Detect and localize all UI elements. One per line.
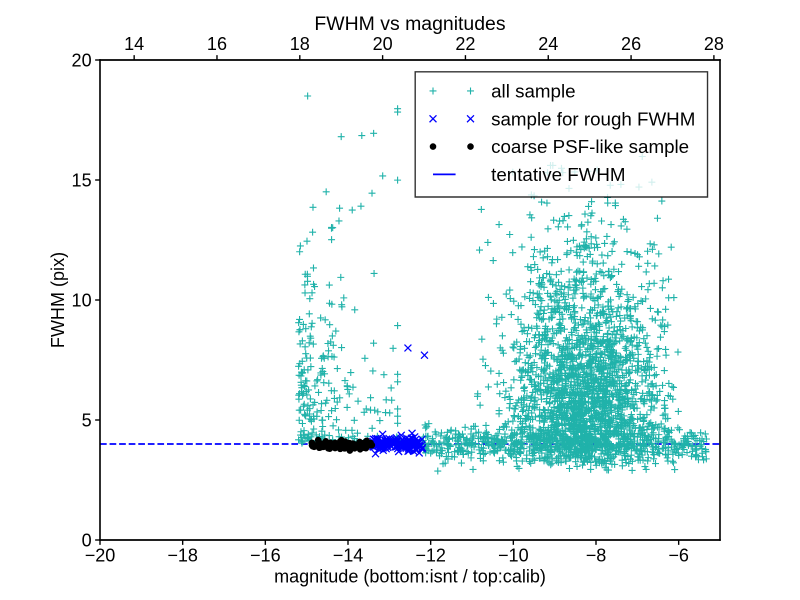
svg-text:10: 10	[72, 291, 92, 311]
svg-text:28: 28	[704, 34, 724, 54]
svg-text:−14: −14	[333, 545, 364, 565]
svg-text:20: 20	[373, 34, 393, 54]
svg-text:20: 20	[72, 51, 92, 71]
svg-text:all sample: all sample	[491, 81, 575, 102]
svg-text:26: 26	[621, 34, 641, 54]
svg-text:14: 14	[124, 34, 144, 54]
svg-text:24: 24	[538, 34, 558, 54]
svg-text:−10: −10	[498, 545, 529, 565]
svg-text:FWHM vs magnitudes: FWHM vs magnitudes	[314, 13, 505, 35]
svg-text:18: 18	[290, 34, 310, 54]
svg-text:22: 22	[455, 34, 475, 54]
svg-text:5: 5	[82, 411, 92, 431]
svg-text:0: 0	[82, 531, 92, 551]
svg-text:16: 16	[207, 34, 227, 54]
svg-text:15: 15	[72, 171, 92, 191]
svg-text:sample for rough FWHM: sample for rough FWHM	[491, 108, 695, 129]
svg-text:−18: −18	[167, 545, 198, 565]
svg-text:−16: −16	[250, 545, 281, 565]
svg-text:−6: −6	[668, 545, 689, 565]
svg-text:magnitude (bottom:isnt / top:c: magnitude (bottom:isnt / top:calib)	[274, 566, 546, 586]
svg-text:−8: −8	[586, 545, 607, 565]
svg-text:coarse PSF-like sample: coarse PSF-like sample	[491, 136, 689, 157]
svg-text:FWHM (pix): FWHM (pix)	[48, 252, 68, 348]
svg-text:−12: −12	[415, 545, 446, 565]
svg-text:tentative FWHM: tentative FWHM	[491, 164, 625, 185]
